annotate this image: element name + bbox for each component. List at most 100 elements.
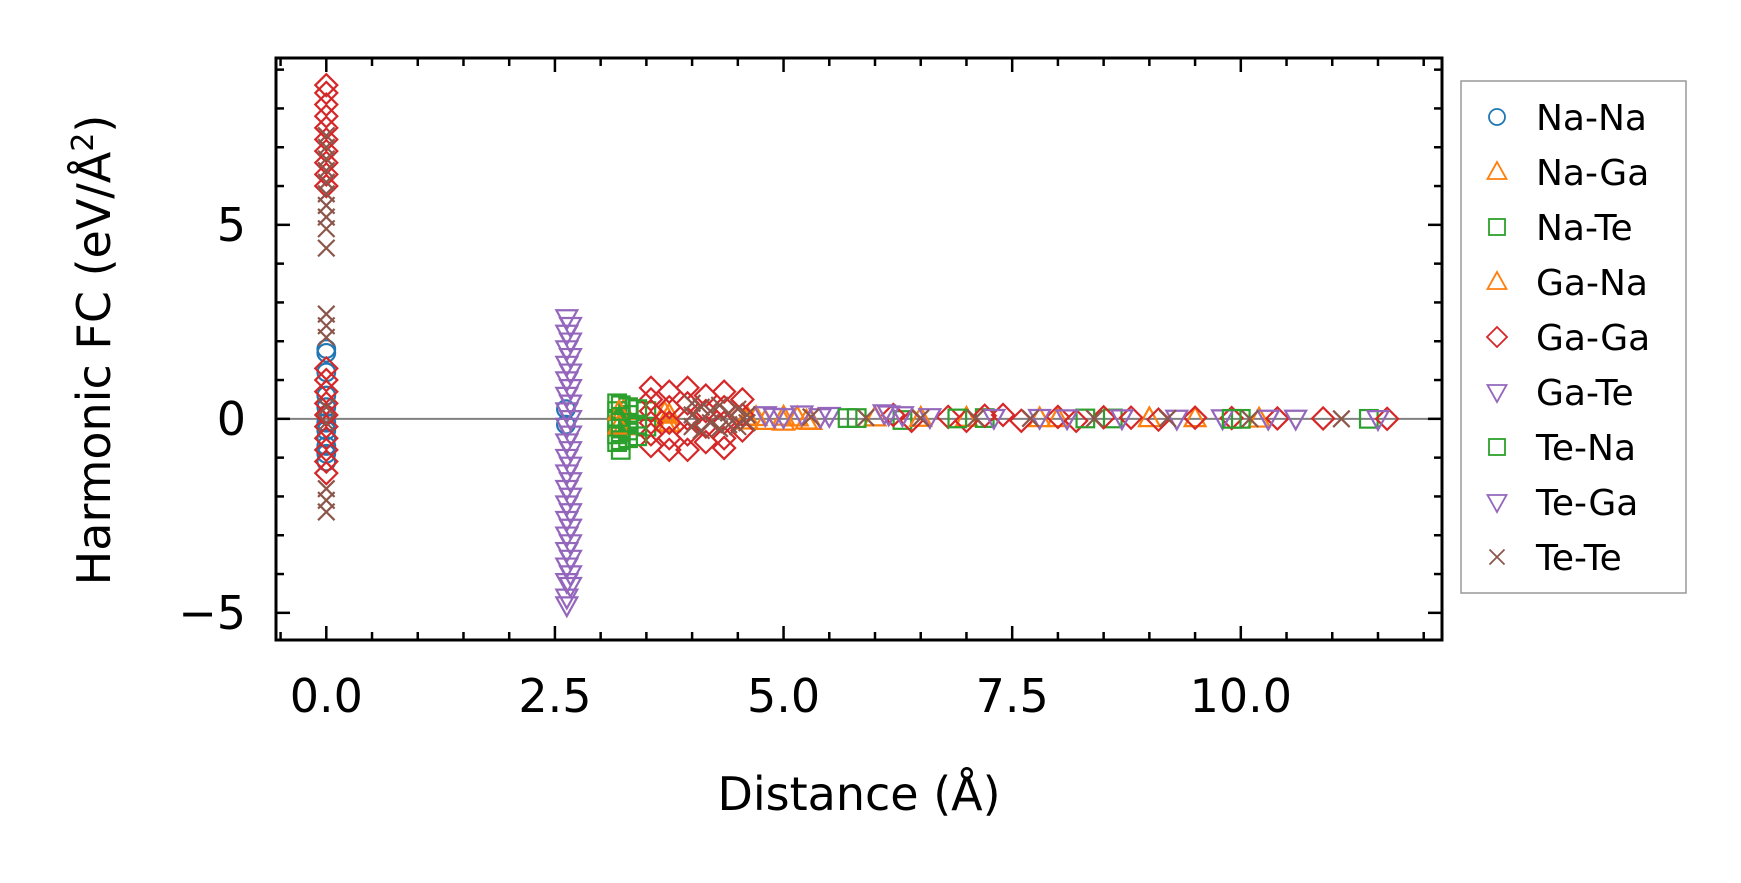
point-ga-te bbox=[1365, 410, 1391, 433]
point-ga-na bbox=[1027, 405, 1052, 428]
legend-label-na-ga: Na-Ga bbox=[1536, 153, 1649, 194]
point-te-ga bbox=[558, 503, 583, 526]
y-tick-label: 5 bbox=[217, 198, 246, 252]
point-te-te bbox=[317, 328, 336, 347]
point-ga-ga bbox=[313, 173, 339, 199]
legend-marker-te-te bbox=[1488, 548, 1506, 566]
point-na-ga bbox=[1246, 405, 1272, 428]
point-ga-ga bbox=[880, 402, 906, 428]
point-te-na bbox=[627, 399, 648, 420]
point-ga-na bbox=[1182, 405, 1208, 428]
point-ga-ga bbox=[674, 437, 701, 463]
point-ga-ga bbox=[313, 161, 339, 187]
legend-marker-te-ga bbox=[1485, 494, 1509, 514]
legend-entries: Na-Na Na-Ga Na-Te Ga-Na Ga-Ga Ga-Te Te-Na Te-Ga… bbox=[1485, 98, 1650, 579]
point-te-ga bbox=[807, 408, 833, 431]
legend: Na-Na Na-Ga Na-Te Ga-Na Ga-Ga Ga-Te Te-Na Te-Ga… bbox=[1460, 80, 1687, 594]
legend-marker-te-na bbox=[1488, 438, 1506, 456]
point-te-te bbox=[317, 413, 336, 432]
point-te-te bbox=[856, 408, 875, 427]
point-ga-ga bbox=[711, 379, 737, 405]
point-ga-ga bbox=[1264, 405, 1290, 432]
point-ga-ga bbox=[1310, 405, 1336, 432]
point-ga-te bbox=[890, 406, 915, 429]
point-ga-te bbox=[871, 404, 897, 427]
point-te-ga bbox=[558, 534, 583, 557]
point-te-ga bbox=[558, 425, 583, 448]
point-te-te bbox=[317, 398, 336, 417]
point-te-te bbox=[737, 413, 757, 432]
x-axis-label: Distance (Å) bbox=[717, 767, 1000, 821]
y-axis-label-superscript: 2 bbox=[66, 133, 101, 152]
data-points bbox=[313, 72, 1400, 619]
point-te-ga bbox=[1255, 409, 1281, 432]
y-tick-label: −5 bbox=[178, 586, 246, 640]
point-te-ga bbox=[762, 407, 787, 430]
point-te-na bbox=[627, 414, 648, 435]
point-ga-na bbox=[656, 410, 682, 433]
legend-marker-na-na bbox=[1488, 108, 1506, 126]
plot-frame bbox=[274, 56, 1444, 642]
point-ga-ga bbox=[990, 402, 1016, 428]
point-ga-ga bbox=[711, 425, 737, 451]
point-te-te bbox=[801, 407, 821, 426]
y-tick-label: 0 bbox=[217, 392, 246, 446]
point-te-te bbox=[1332, 409, 1351, 428]
point-te-te bbox=[683, 417, 702, 436]
point-te-ga bbox=[558, 549, 583, 572]
point-ga-ga bbox=[313, 448, 339, 475]
point-te-na bbox=[610, 395, 631, 416]
x-tick-labels: 0.0 2.5 5.0 7.5 10.0 bbox=[290, 669, 1292, 723]
point-ga-ga bbox=[1219, 405, 1245, 431]
point-ga-te bbox=[917, 408, 943, 431]
point-te-na bbox=[1221, 408, 1242, 429]
point-te-ga bbox=[558, 379, 583, 402]
point-te-ga bbox=[558, 518, 583, 541]
x-tick-label: 0.0 bbox=[290, 669, 363, 723]
point-te-te bbox=[1021, 409, 1040, 428]
legend-marker-ga-te bbox=[1485, 384, 1509, 404]
legend-marker-ga-na bbox=[1485, 270, 1509, 290]
y-axis-label-base: Harmonic FC (eV/Å bbox=[67, 151, 121, 585]
point-te-ga bbox=[558, 332, 583, 355]
point-te-te bbox=[1240, 409, 1259, 428]
point-ga-te bbox=[554, 596, 580, 619]
point-te-te bbox=[692, 398, 711, 417]
point-te-ga bbox=[558, 441, 583, 464]
point-te-ga bbox=[558, 472, 583, 495]
legend-label-ga-te: Ga-Te bbox=[1536, 373, 1634, 414]
point-ga-ga bbox=[656, 437, 682, 463]
point-te-ga bbox=[876, 405, 902, 428]
point-te-ga bbox=[981, 408, 1007, 431]
point-na-ga bbox=[1045, 405, 1071, 428]
legend-label-na-te: Na-Te bbox=[1536, 208, 1633, 249]
point-ga-na bbox=[606, 412, 632, 435]
point-na-na bbox=[316, 451, 337, 472]
point-ga-te bbox=[1283, 409, 1309, 432]
x-tick-label: 2.5 bbox=[518, 669, 591, 723]
point-te-ga bbox=[558, 394, 583, 417]
point-te-te bbox=[728, 400, 747, 419]
point-te-na bbox=[627, 426, 648, 447]
point-te-ga bbox=[558, 565, 583, 588]
point-ga-ga bbox=[1063, 408, 1089, 434]
point-ga-te bbox=[1109, 409, 1135, 432]
point-te-ga bbox=[558, 347, 583, 371]
point-te-ga bbox=[558, 316, 583, 339]
point-ga-te bbox=[789, 405, 815, 428]
legend-label-te-na: Te-Na bbox=[1535, 428, 1636, 469]
point-te-ga bbox=[1164, 409, 1190, 432]
point-te-te bbox=[728, 417, 747, 436]
x-tick-label: 7.5 bbox=[976, 669, 1049, 723]
point-te-te bbox=[317, 502, 336, 521]
x-tick-label: 10.0 bbox=[1190, 669, 1292, 723]
legend-label-te-te: Te-Te bbox=[1535, 538, 1622, 579]
legend-label-ga-na: Ga-Na bbox=[1536, 263, 1648, 304]
point-te-na bbox=[610, 439, 631, 460]
axis-ticks bbox=[276, 58, 1442, 640]
point-na-ga bbox=[771, 403, 796, 426]
point-te-te bbox=[1085, 409, 1104, 428]
point-ga-te bbox=[1027, 408, 1052, 431]
x-tick-label: 5.0 bbox=[747, 669, 820, 723]
